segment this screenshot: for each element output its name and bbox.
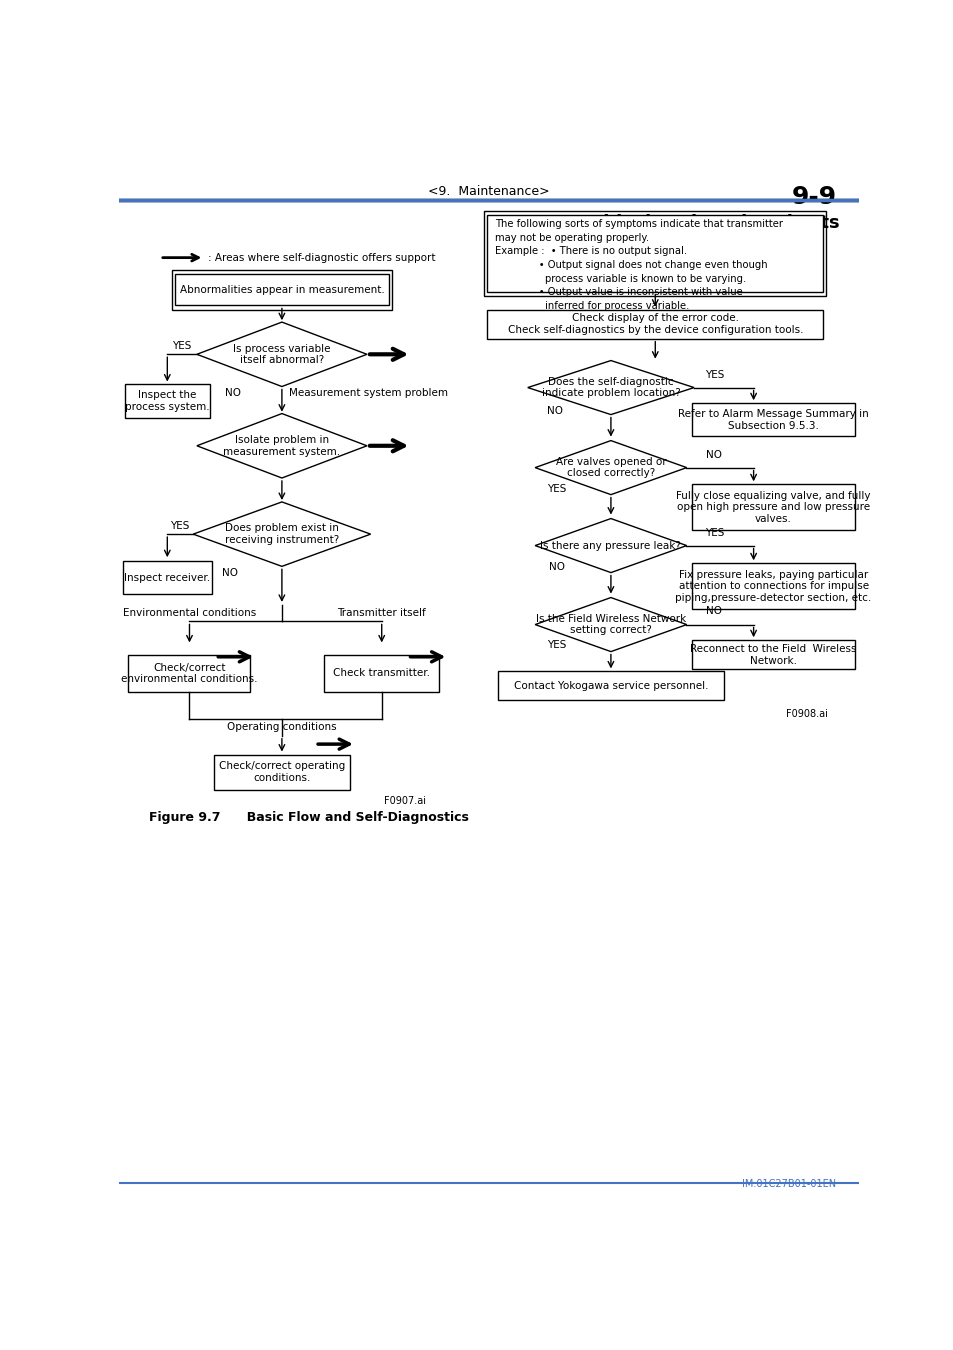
FancyBboxPatch shape	[497, 671, 723, 701]
FancyBboxPatch shape	[123, 562, 212, 594]
Text: Check/correct operating
conditions.: Check/correct operating conditions.	[218, 761, 345, 783]
Text: Check display of the error code.
Check self-diagnostics by the device configurat: Check display of the error code. Check s…	[507, 313, 802, 335]
Text: Inspect the
process system.: Inspect the process system.	[125, 390, 210, 412]
Text: Measurement system problem: Measurement system problem	[289, 387, 448, 398]
Text: Inspect receiver.: Inspect receiver.	[124, 572, 211, 583]
Text: The following sorts of symptoms indicate that transmitter
may not be operating p: The following sorts of symptoms indicate…	[495, 219, 782, 310]
FancyBboxPatch shape	[174, 274, 389, 305]
Text: 9-9: 9-9	[790, 185, 836, 209]
Text: Figure 9.7      Basic Flow and Self-Diagnostics: Figure 9.7 Basic Flow and Self-Diagnosti…	[149, 810, 468, 824]
Text: : Areas where self-diagnostic offers support: : Areas where self-diagnostic offers sup…	[208, 252, 435, 263]
Text: YES: YES	[704, 528, 723, 539]
FancyBboxPatch shape	[487, 215, 822, 292]
Polygon shape	[196, 413, 367, 478]
Text: YES: YES	[704, 370, 723, 381]
Text: NO: NO	[221, 567, 237, 578]
Polygon shape	[196, 323, 367, 386]
Text: NO: NO	[547, 406, 563, 417]
Text: Check transmitter.: Check transmitter.	[333, 668, 430, 679]
FancyBboxPatch shape	[487, 309, 822, 339]
FancyBboxPatch shape	[692, 404, 854, 436]
Text: YES: YES	[547, 485, 566, 494]
Polygon shape	[527, 360, 694, 414]
Polygon shape	[535, 440, 686, 494]
Text: IM.01C27B01-01EN: IM.01C27B01-01EN	[741, 1179, 836, 1189]
FancyBboxPatch shape	[692, 485, 854, 531]
FancyBboxPatch shape	[125, 385, 210, 417]
Text: Isolate problem in
measurement system.: Isolate problem in measurement system.	[223, 435, 340, 456]
Text: Check/correct
environmental conditions.: Check/correct environmental conditions.	[121, 663, 257, 684]
Text: NO: NO	[225, 387, 241, 398]
FancyBboxPatch shape	[213, 755, 350, 790]
Text: Operating conditions: Operating conditions	[227, 722, 336, 733]
Text: F0908.ai: F0908.ai	[785, 709, 826, 718]
Text: YES: YES	[172, 342, 192, 351]
Text: Does the self-diagnostic
indicate problem location?: Does the self-diagnostic indicate proble…	[541, 377, 679, 398]
Text: Transmitter itself: Transmitter itself	[337, 608, 426, 618]
Text: Does problem exist in
receiving instrument?: Does problem exist in receiving instrume…	[225, 524, 338, 545]
Text: NO: NO	[705, 450, 721, 460]
Polygon shape	[535, 518, 686, 572]
Polygon shape	[193, 502, 370, 567]
Text: F0907.ai: F0907.ai	[384, 796, 426, 806]
Text: YES: YES	[170, 521, 190, 531]
Text: Contact Yokogawa service personnel.: Contact Yokogawa service personnel.	[513, 680, 707, 691]
Text: Is process variable
itself abnormal?: Is process variable itself abnormal?	[233, 343, 331, 364]
Text: NO: NO	[548, 563, 564, 572]
FancyBboxPatch shape	[692, 640, 854, 670]
Text: 9.5.2   Troubleshooting Flowcharts: 9.5.2 Troubleshooting Flowcharts	[488, 215, 839, 232]
FancyBboxPatch shape	[324, 655, 438, 693]
Text: Refer to Alarm Message Summary in
Subsection 9.5.3.: Refer to Alarm Message Summary in Subsec…	[678, 409, 868, 431]
Text: Is the Field Wireless Network
setting correct?: Is the Field Wireless Network setting co…	[536, 614, 685, 636]
Text: Are valves opened or
closed correctly?: Are valves opened or closed correctly?	[555, 456, 665, 478]
Text: <9.  Maintenance>: <9. Maintenance>	[428, 185, 549, 198]
FancyBboxPatch shape	[129, 655, 251, 693]
Text: Reconnect to the Field  Wireless
Network.: Reconnect to the Field Wireless Network.	[690, 644, 856, 666]
FancyBboxPatch shape	[692, 563, 854, 609]
Text: Environmental conditions: Environmental conditions	[123, 608, 255, 618]
Polygon shape	[535, 598, 686, 652]
Text: Is there any pressure leak?: Is there any pressure leak?	[540, 540, 680, 551]
Text: YES: YES	[547, 640, 566, 651]
Text: Fix pressure leaks, paying particular
attention to connections for impulse
pipin: Fix pressure leaks, paying particular at…	[675, 570, 871, 602]
Text: NO: NO	[705, 606, 721, 616]
Text: Fully close equalizing valve, and fully
open high pressure and low pressure
valv: Fully close equalizing valve, and fully …	[676, 490, 870, 524]
Text: Abnormalities appear in measurement.: Abnormalities appear in measurement.	[179, 285, 384, 294]
